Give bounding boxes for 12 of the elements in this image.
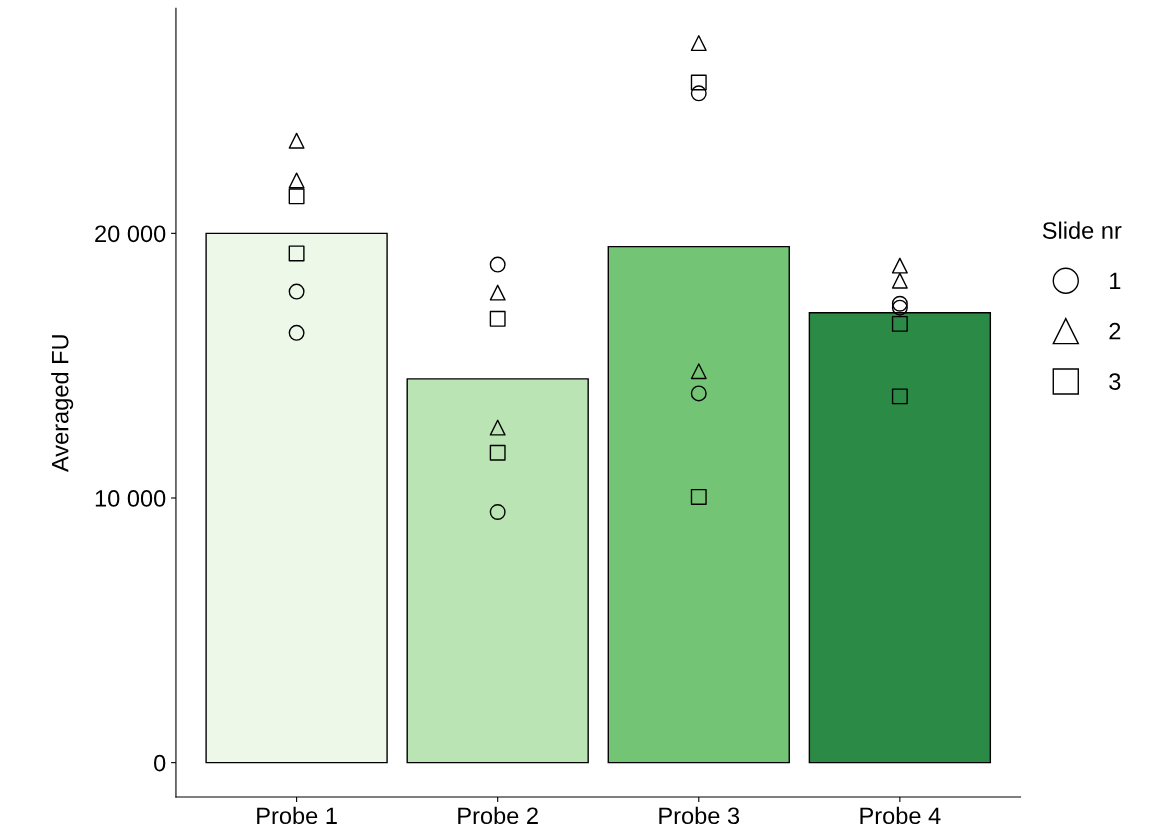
y-tick-label: 0 — [154, 754, 166, 772]
x-tick-label: Probe 1 — [257, 806, 337, 825]
x-tick-label: Probe 3 — [659, 806, 740, 825]
legend-title: Slide nr — [1042, 221, 1122, 239]
y-axis-title: Averaged FU — [51, 335, 74, 473]
x-tick-label: Probe 2 — [458, 806, 538, 825]
legend-label: 3 — [1109, 373, 1121, 390]
y-tick-label: 20 000 — [95, 225, 166, 243]
legend-label: 2 — [1109, 322, 1121, 340]
legend-label: 1 — [1110, 272, 1121, 290]
x-tick-label: Probe 4 — [860, 806, 941, 825]
y-tick-label: 10 000 — [95, 490, 166, 507]
